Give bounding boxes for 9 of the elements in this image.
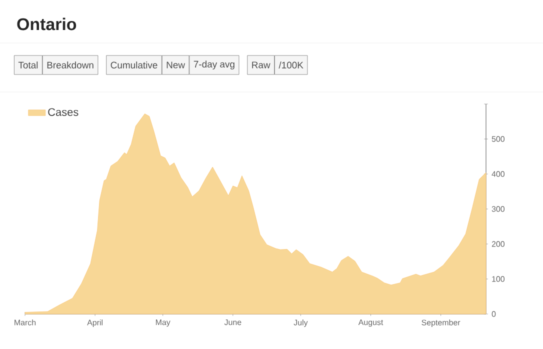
- legend-label: Cases: [48, 108, 78, 116]
- text: 7-day avg: [194, 60, 234, 70]
- chart-title: Ontario: [17, 18, 76, 30]
- text: /100K: [278, 62, 304, 68]
- text: Raw: [252, 62, 270, 68]
- text: Breakdown: [47, 62, 94, 68]
- text: Total: [18, 62, 38, 68]
- text: Cumulative: [110, 62, 158, 68]
- text: New: [166, 62, 186, 68]
